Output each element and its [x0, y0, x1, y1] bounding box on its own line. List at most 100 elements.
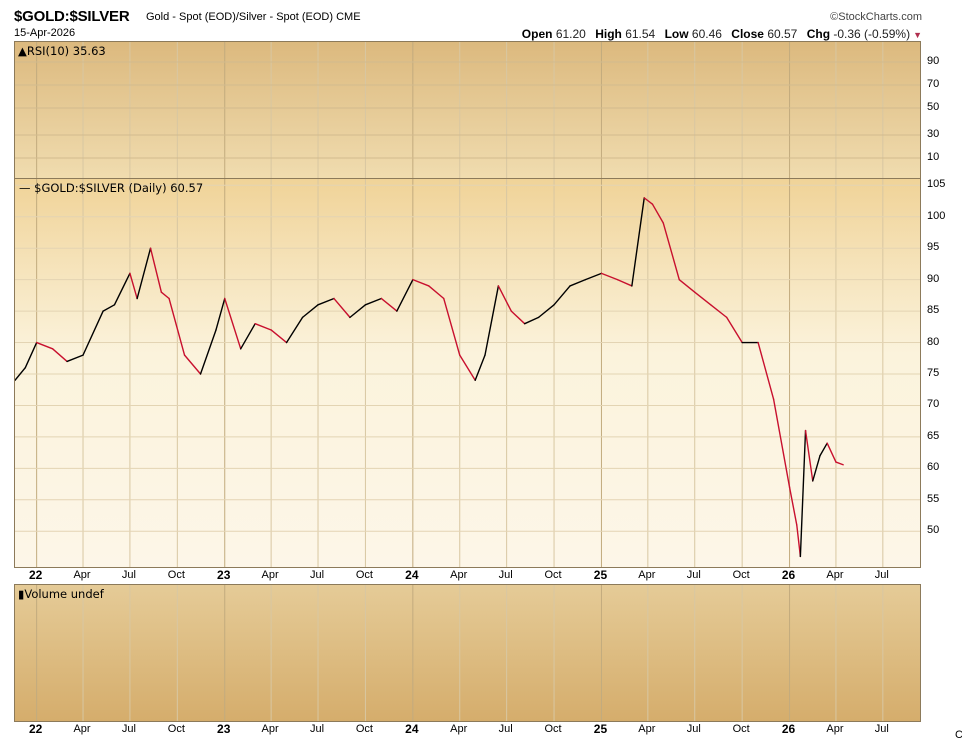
- price-line-segment: [428, 285, 445, 300]
- price-line-segment: [819, 442, 828, 457]
- date-axis-label: 22: [28, 722, 43, 736]
- date-axis-label: Jul: [498, 569, 513, 581]
- exchange-text: CME: [336, 11, 361, 23]
- rsi-y-axis: 90 70 50 30 10: [921, 41, 961, 179]
- price-line-segment: [497, 285, 512, 312]
- date-axis-label: Oct: [544, 723, 562, 735]
- price-line-segment: [82, 310, 104, 356]
- high-label: High: [595, 27, 622, 41]
- rsi-legend: ▲RSI(10) 35.63: [18, 44, 106, 58]
- close-value: 60.57: [767, 27, 798, 41]
- price-tick-label: 100: [927, 209, 946, 222]
- date-axis-label: Oct: [167, 723, 185, 735]
- date-axis-label: Jul: [874, 723, 889, 735]
- price-line-segment: [772, 398, 791, 488]
- price-line-segment: [364, 297, 383, 306]
- date-axis-label: Jul: [121, 723, 136, 735]
- price-line-segment: [215, 297, 226, 331]
- price-line-segment: [523, 316, 540, 325]
- date-axis-label: 24: [405, 568, 419, 582]
- price-line-segment: [826, 442, 837, 463]
- price-line-segment: [584, 272, 603, 281]
- date-axis-label: Apr: [73, 569, 91, 581]
- price-line-segment: [380, 297, 398, 312]
- price-panel: — $GOLD:$SILVER (Daily) 60.57: [14, 178, 921, 568]
- date-axis-label: 26: [781, 568, 796, 582]
- date-axis-label: Oct: [732, 723, 750, 735]
- price-line-segment: [224, 297, 242, 350]
- date-axis-label: Oct: [355, 569, 373, 581]
- price-line-segment: [285, 316, 304, 344]
- down-arrow-icon: ▼: [913, 30, 922, 40]
- date-axis-label: Apr: [638, 723, 656, 735]
- price-line-segment: [710, 304, 728, 319]
- price-tick-label: 85: [927, 304, 940, 317]
- price-line-segment: [484, 285, 500, 356]
- price-line-segment: [788, 486, 798, 526]
- chart-date: 15-Apr-2026: [14, 27, 76, 39]
- rsi-tick: 50: [927, 101, 940, 113]
- price-tick-label: 95: [927, 241, 940, 254]
- price-line-segment: [643, 197, 654, 205]
- date-axis-label: 26: [781, 722, 796, 736]
- date-axis-label: Jul: [498, 723, 513, 735]
- price-line-segment: [66, 354, 84, 363]
- date-axis-volume: 22 Apr Jul Oct 23 Apr Jul Oct 24 Apr Jul Oct 25 Apr Ju…: [14, 722, 921, 738]
- price-tick-label: 105: [927, 178, 946, 191]
- price-line-segment: [240, 322, 256, 350]
- price-line-segment: [459, 354, 476, 381]
- price-line-segment: [678, 278, 696, 293]
- price-line-segment: [651, 203, 664, 224]
- volume-panel: ▮Volume undef: [14, 584, 921, 722]
- price-line-segment: [662, 222, 680, 281]
- price-chart: [15, 179, 920, 567]
- brand-credit: ©StockCharts.com: [830, 11, 922, 23]
- date-axis-label: 25: [593, 722, 608, 736]
- price-line-segment: [804, 429, 814, 482]
- low-label: Low: [664, 27, 689, 41]
- price-line-segment: [349, 304, 367, 319]
- price-line-segment: [149, 247, 163, 293]
- date-axis-label: Jul: [874, 569, 889, 581]
- volume-legend: ▮Volume undef: [18, 587, 104, 601]
- price-line-segment: [616, 278, 633, 287]
- close-label: Close: [731, 27, 764, 41]
- bar-chart-icon: ▮: [18, 587, 25, 601]
- price-legend: — $GOLD:$SILVER (Daily) 60.57: [19, 181, 203, 195]
- price-line-segment: [553, 285, 571, 306]
- date-axis-label: 22: [28, 568, 43, 582]
- price-line-segment: [317, 297, 335, 306]
- price-line-segment: [270, 329, 288, 344]
- price-tick-label: 60: [927, 461, 940, 474]
- date-axis-label: Oct: [355, 723, 373, 735]
- date-axis-label: Jul: [121, 569, 136, 581]
- price-line-segment: [725, 316, 743, 344]
- price-line-segment: [51, 348, 68, 363]
- date-axis-label: 23: [217, 568, 231, 582]
- open-label: Open: [521, 27, 553, 41]
- date-axis-label: 25: [593, 568, 608, 582]
- line-legend-icon: —: [19, 181, 31, 195]
- price-line-segment: [569, 278, 587, 287]
- high-value: 61.54: [625, 27, 656, 41]
- price-line-segment: [183, 354, 202, 375]
- price-line-segment: [129, 272, 138, 300]
- date-axis-label: Apr: [73, 723, 91, 735]
- change-label: Chg: [806, 27, 831, 41]
- price-tick-label: 65: [927, 429, 940, 442]
- price-line-segment: [15, 367, 27, 381]
- rsi-tick: 70: [927, 78, 940, 90]
- price-line-segment: [631, 197, 645, 287]
- price-y-axis: 50 55 60 65 70 75 80 85 90 95 100 105: [921, 178, 961, 568]
- price-line-segment: [694, 291, 712, 306]
- open-value: 61.20: [555, 27, 586, 41]
- price-line-segment: [510, 310, 526, 325]
- date-axis-label: Jul: [309, 723, 325, 735]
- date-axis-label: Apr: [450, 569, 468, 581]
- price-tick-label: 70: [927, 398, 940, 411]
- price-line-segment: [168, 297, 186, 356]
- price-line-segment: [443, 297, 461, 356]
- date-axis-label: Jul: [309, 569, 325, 581]
- price-line-segment: [254, 322, 272, 331]
- price-line-segment: [301, 304, 319, 319]
